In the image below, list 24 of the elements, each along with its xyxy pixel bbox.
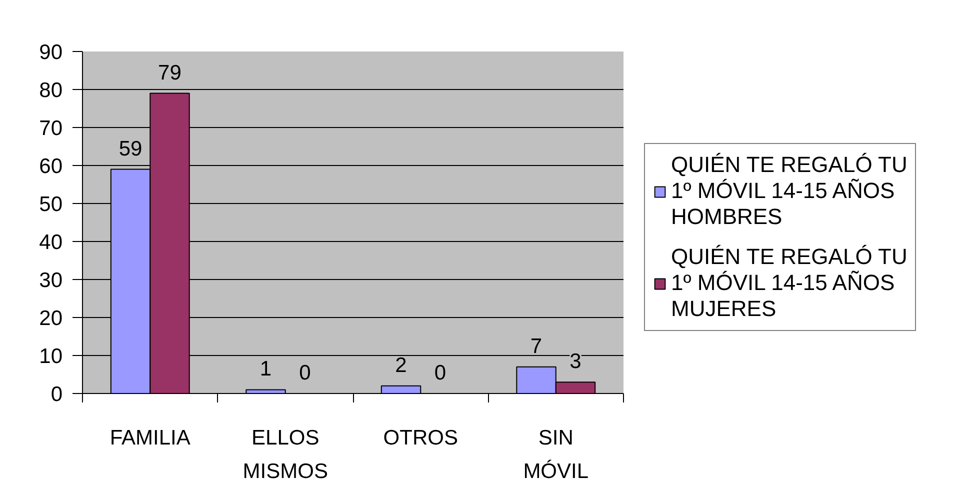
y-tick-label: 30 [39,269,62,292]
y-tick-label: 70 [39,117,62,140]
legend-label: QUIÉN TE REGALÓ TU 1º MÓVIL 14-15 AÑOS MUJERES [671,244,908,322]
y-tick-label: 80 [39,79,62,102]
x-tick-label: FAMILIA [110,426,190,450]
data-label: 2 [395,354,407,377]
y-tick-label: 10 [39,345,62,368]
data-label: 1 [260,358,272,381]
y-tick-label: 40 [39,231,62,254]
data-label: 59 [118,137,142,160]
data-label: 79 [158,61,182,84]
x-tick-label: OTROS [383,426,458,450]
y-tick-label: 60 [39,155,62,178]
data-label: 0 [299,362,311,384]
data-label: 0 [434,362,446,384]
y-tick-label: 90 [39,41,62,64]
legend-label: QUIÉN TE REGALÓ TU 1º MÓVIL 14-15 AÑOS HOMBRES [671,152,908,230]
data-label: 7 [530,334,542,358]
y-tick-label: 20 [39,307,62,330]
x-tick-label: ELLOS MISMOS [242,426,328,483]
y-tick-label: 0 [50,383,63,406]
data-label: 3 [570,350,582,374]
y-tick-label: 50 [39,193,62,216]
x-tick-label: SIN MÓVIL [523,426,589,483]
